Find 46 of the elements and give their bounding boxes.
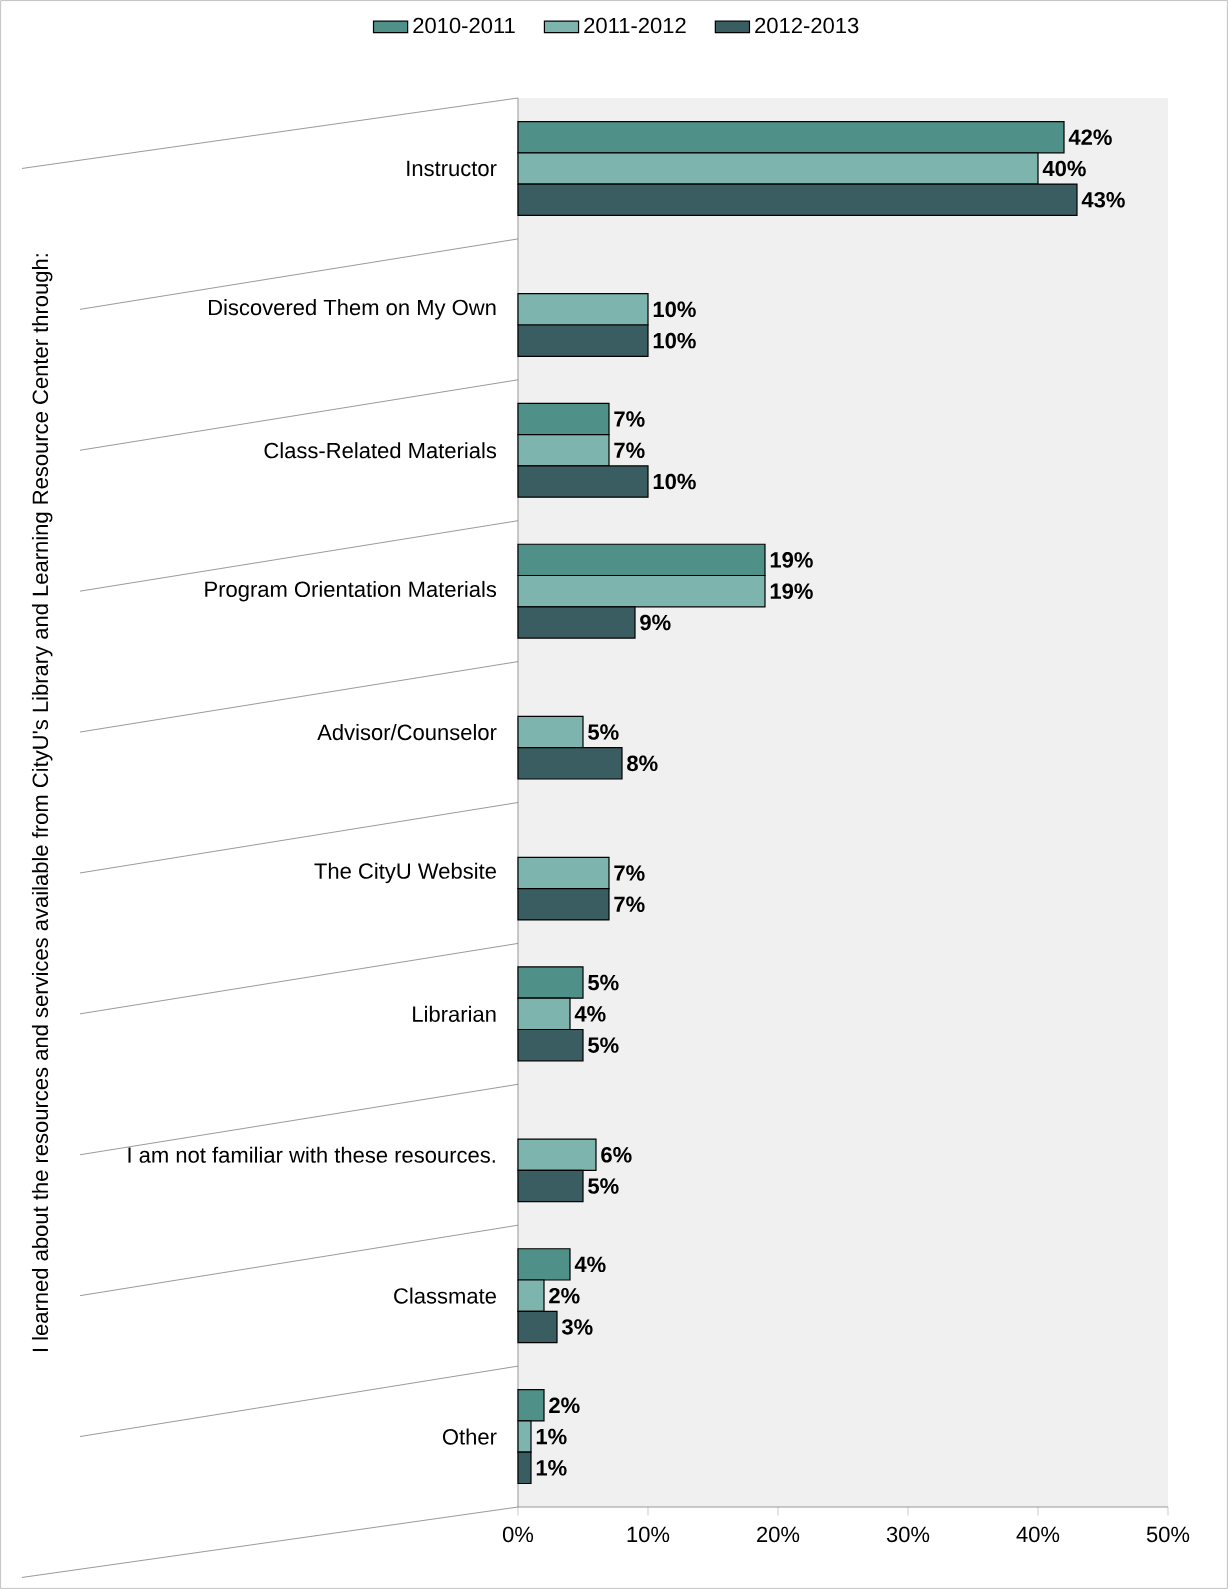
legend-label: 2011-2012 [584, 17, 686, 34]
data-label: 7% [614, 865, 645, 881]
data-label: 1% [536, 1428, 567, 1445]
y-tick-label: Advisor/Counselor [317, 723, 497, 741]
legend-label: 2010-2011 [413, 17, 515, 34]
data-label: 5% [588, 974, 619, 991]
data-label: 8% [627, 755, 658, 772]
data-label: 5% [588, 1037, 619, 1053]
data-label: 5% [588, 1178, 619, 1194]
data-label: 5% [588, 724, 619, 740]
x-tick-label: 50% [1146, 1526, 1190, 1543]
data-label: 10% [653, 301, 696, 318]
data-label: 19% [770, 552, 813, 568]
y-tick-label: The CityU Website [314, 862, 496, 884]
y-axis-title: I learned about the resources and services available from CityU's Library and Learning Resource Center through: [31, 254, 53, 1352]
y-tick-label: Classmate [394, 1287, 496, 1304]
data-label: 40% [1042, 160, 1086, 177]
data-label: 4% [574, 1006, 606, 1022]
y-tick-label: Other [442, 1428, 497, 1445]
y-tick-label: I am not familiar with these resources. [128, 1146, 495, 1163]
y-tick-label: Librarian [413, 1005, 496, 1022]
data-label: 7% [614, 442, 645, 458]
data-label: 7% [614, 896, 645, 912]
data-label: 1% [536, 1460, 567, 1476]
data-label: 2% [549, 1287, 580, 1304]
data-label: 10% [653, 332, 696, 349]
x-tick-label: 20% [757, 1526, 800, 1543]
x-tick-label: 40% [1016, 1526, 1060, 1543]
legend-label: 2012-2013 [755, 17, 859, 34]
y-tick-label: Discovered Them on My Own [208, 299, 496, 320]
data-label: 10% [653, 473, 696, 490]
x-tick-label: 0% [502, 1526, 534, 1543]
x-tick-label: 10% [627, 1526, 670, 1543]
data-label: 43% [1081, 191, 1125, 208]
data-label: 4% [574, 1256, 606, 1273]
data-label: 6% [601, 1147, 632, 1163]
data-label: 3% [561, 1319, 593, 1335]
y-tick-label: Class-Related Materials [264, 442, 497, 459]
data-label: 42% [1068, 129, 1112, 145]
data-label: 9% [640, 614, 671, 631]
x-tick-label: 30% [886, 1526, 930, 1543]
y-tick-label: Instructor [407, 160, 497, 177]
data-label: 2% [549, 1397, 580, 1414]
data-label: 7% [614, 411, 645, 427]
y-tick-label: Program Orientation Materials [205, 580, 497, 602]
data-label: 19% [770, 583, 813, 599]
